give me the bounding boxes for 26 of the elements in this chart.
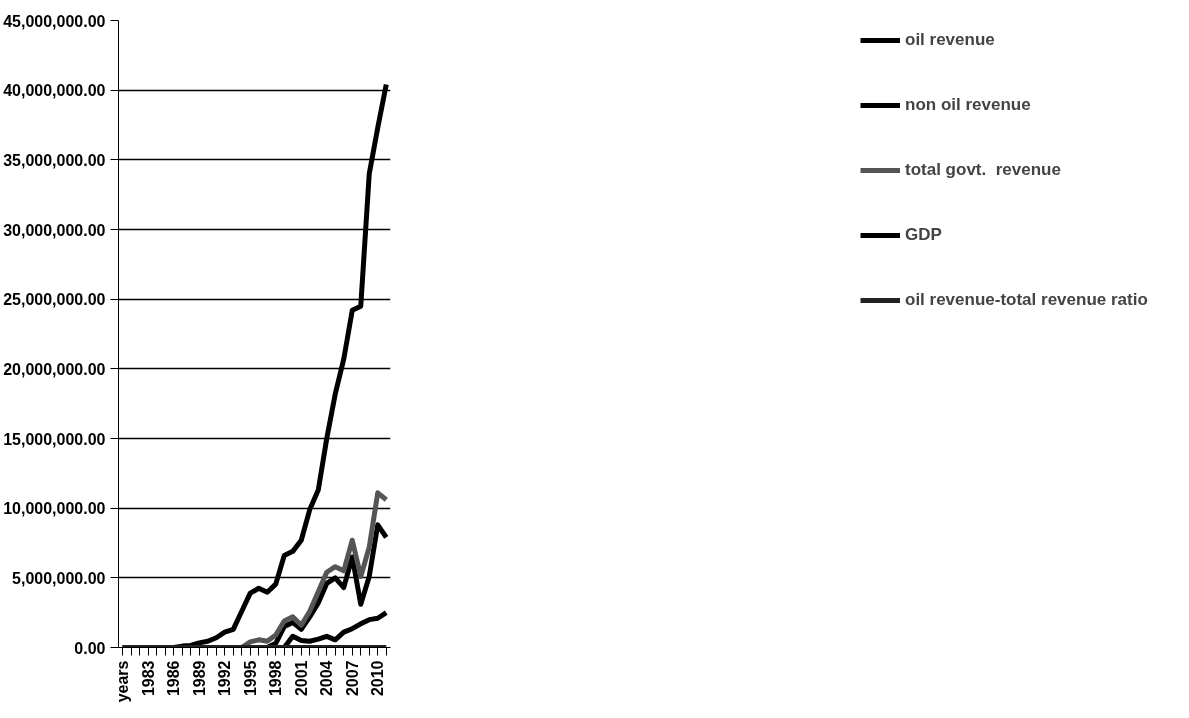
x-tick-label: years xyxy=(114,660,132,703)
x-tick-label: 1983 xyxy=(139,660,157,697)
x-tick-label: 1992 xyxy=(216,660,234,697)
x-tick-label: 2007 xyxy=(343,660,361,697)
y-tick-label: 10,000,000.00 xyxy=(3,500,106,518)
y-tick-label: 25,000,000.00 xyxy=(3,291,106,309)
legend-label: oil revenue xyxy=(905,30,996,50)
y-tick-label: 5,000,000.00 xyxy=(12,569,106,587)
x-tick-label: 2001 xyxy=(292,660,310,697)
y-tick-label: 45,000,000.00 xyxy=(3,12,106,30)
legend-label: GDP xyxy=(905,225,943,245)
legend-label: total govt. revenue xyxy=(905,160,1062,180)
y-tick-label: 15,000,000.00 xyxy=(3,430,106,448)
legend-label: non oil revenue xyxy=(905,95,1032,115)
x-tick-label: 2010 xyxy=(369,660,387,697)
legend-label: oil revenue-total revenue ratio xyxy=(905,290,1149,310)
y-tick-label: 20,000,000.00 xyxy=(3,360,106,378)
x-tick-label: 1989 xyxy=(190,660,208,697)
x-tick-label: 2004 xyxy=(318,660,336,697)
x-tick-label: 1998 xyxy=(267,660,285,697)
x-tick-label: 1995 xyxy=(241,660,259,697)
y-tick-label: 35,000,000.00 xyxy=(3,151,106,169)
y-tick-label: 0.00 xyxy=(74,639,106,657)
y-tick-label: 40,000,000.00 xyxy=(3,82,106,100)
x-tick-label: 1986 xyxy=(165,660,183,697)
y-tick-label: 30,000,000.00 xyxy=(3,221,106,239)
